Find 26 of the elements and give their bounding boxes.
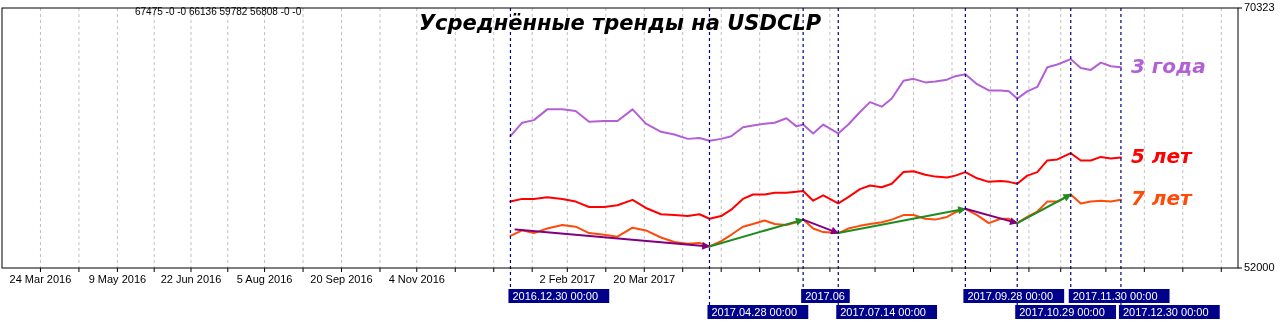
line-series: [509, 58, 1122, 142]
line-series: [509, 152, 1122, 220]
ref-line-label: 2017.09.28 00:00: [967, 290, 1054, 302]
x-tick-label: 9 May 2016: [88, 273, 147, 285]
x-tick-label: 24 Mar 2016: [9, 273, 72, 285]
x-tick-label: 20 Sep 2016: [310, 273, 373, 285]
x-tick-label: 4 Nov 2016: [388, 273, 445, 285]
x-tick-label: 2 Feb 2017: [539, 273, 596, 285]
ref-line-label: 2017.12.30 00:00: [1122, 306, 1209, 318]
x-tick-label: 22 Jun 2016: [160, 273, 222, 285]
chart-title: Усреднённые тренды на USDCLP: [418, 11, 822, 35]
series-label: 5 лет: [1130, 144, 1194, 169]
series-label: 7 лет: [1130, 186, 1194, 211]
y-tick-label: 52000: [1244, 260, 1275, 273]
ref-line-label: 2017.07.14 00:00: [840, 306, 926, 318]
y-tick-label: 70323: [1244, 0, 1275, 13]
line-series: [509, 193, 1122, 248]
annotation: 67475 -0 -0 66136 59782 56808 -0 -0: [135, 6, 302, 17]
ref-line-label: 2017.06: [805, 290, 845, 302]
x-tick-label: 20 Mar 2017: [613, 273, 676, 285]
ref-line-label: 2017.10.29 00:00: [1019, 306, 1105, 318]
ref-line-label: 2017.11.30 00:00: [1072, 290, 1158, 302]
ref-line-label: 2016.12.30 00:00: [512, 290, 599, 302]
series-label: 3 года: [1130, 53, 1206, 78]
x-tick-label: 5 Aug 2016: [236, 273, 293, 285]
ref-line-label: 2017.04.28 00:00: [711, 306, 798, 318]
